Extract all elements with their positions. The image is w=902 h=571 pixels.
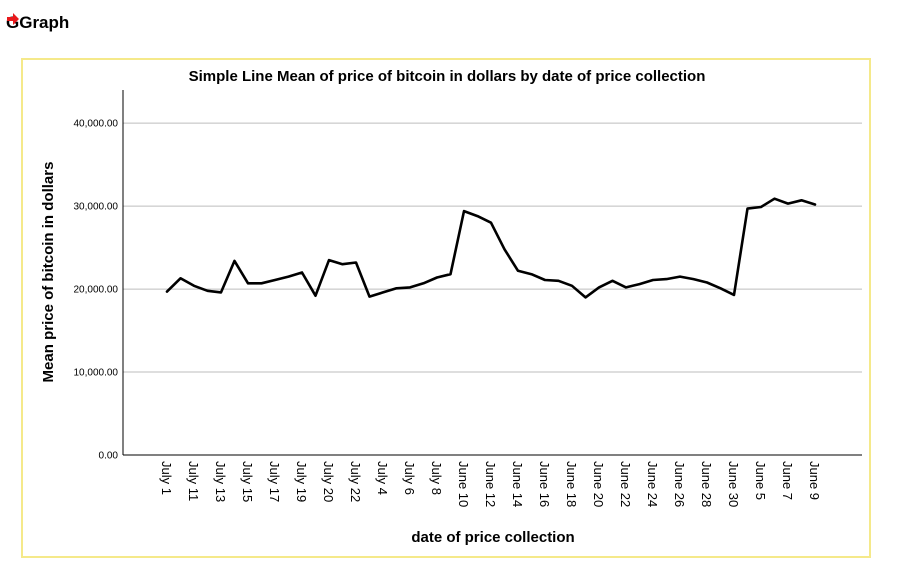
x-tick-label: June 30 — [726, 461, 741, 507]
chart-frame[interactable] — [21, 58, 871, 558]
y-tick-label: 40,000.00 — [74, 119, 119, 130]
x-tick-label: July 19 — [294, 461, 309, 502]
x-tick-label: June 12 — [483, 461, 498, 507]
x-tick-label: June 24 — [645, 461, 660, 507]
x-tick-label: July 4 — [375, 461, 390, 495]
chart-title: Simple Line Mean of price of bitcoin in … — [189, 68, 706, 85]
y-axis-title: Mean price of bitcoin in dollars — [40, 162, 57, 383]
axes — [122, 90, 862, 456]
x-tick-label: June 10 — [456, 461, 471, 507]
y-tick-label: 0.00 — [99, 451, 119, 462]
x-tick-label: June 9 — [807, 461, 822, 500]
x-tick-label: July 6 — [402, 461, 417, 495]
output-title: GGraph — [6, 13, 70, 32]
x-tick-label: June 14 — [510, 461, 525, 507]
x-axis-title: date of price collection — [411, 529, 574, 546]
x-tick-label: July 1 — [159, 461, 174, 495]
x-tick-labels: July 1 July 11 July 13 July 15 July 17 July 1… — [159, 461, 822, 507]
x-tick-label: June 5 — [753, 461, 768, 500]
x-tick-label: July 8 — [429, 461, 444, 495]
x-tick-label: June 18 — [564, 461, 579, 507]
y-tick-label: 20,000.00 — [74, 285, 119, 296]
y-tick-labels: 0.00 10,000.00 20,000.00 30,000.00 40,000.00 — [74, 119, 119, 462]
y-tick-label: 30,000.00 — [74, 202, 119, 213]
gridlines — [123, 122, 862, 373]
x-tick-label: June 26 — [672, 461, 687, 507]
output-header: GGraph — [6, 12, 69, 34]
x-tick-label: June 16 — [537, 461, 552, 507]
x-tick-label: July 17 — [267, 461, 282, 502]
right-arrow-icon — [7, 13, 19, 25]
x-tick-label: June 22 — [618, 461, 633, 507]
x-tick-label: July 15 — [240, 461, 255, 502]
series-layer — [165, 197, 817, 299]
series-line — [165, 197, 817, 299]
x-tick-label: July 13 — [213, 461, 228, 502]
x-tick-label: July 20 — [321, 461, 336, 502]
x-tick-label: June 7 — [780, 461, 795, 500]
x-tick-label: July 22 — [348, 461, 363, 502]
x-tick-label: June 28 — [699, 461, 714, 507]
y-tick-label: 10,000.00 — [74, 368, 119, 379]
x-tick-label: June 20 — [591, 461, 606, 507]
x-tick-label: July 11 — [186, 461, 201, 501]
